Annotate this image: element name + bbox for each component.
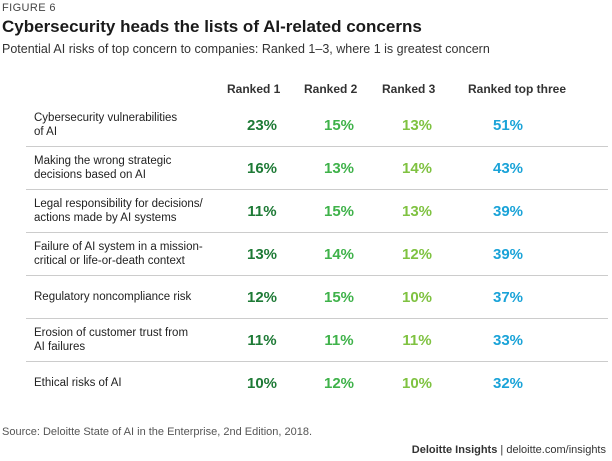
value-ranked-top-three: 33%	[492, 331, 524, 349]
value-ranked-3: 12%	[401, 245, 433, 263]
chart-title: Cybersecurity heads the lists of AI-rela…	[2, 17, 422, 36]
row-label: Legal responsibility for decisions/ acti…	[34, 198, 203, 224]
value-ranked-1: 13%	[246, 245, 278, 263]
table-row: Ethical risks of AI 10% 12% 10% 32%	[26, 361, 608, 404]
value-ranked-3: 11%	[402, 331, 432, 349]
column-header-ranked-top-three: Ranked top three	[468, 82, 567, 96]
value-ranked-3: 10%	[401, 374, 433, 392]
value-ranked-top-three: 32%	[492, 374, 524, 392]
value-ranked-2: 15%	[323, 288, 355, 306]
table-header: Ranked 1 Ranked 2 Ranked 3 Ranked top th…	[26, 74, 608, 104]
row-label: Making the wrong strategic decisions bas…	[34, 155, 172, 181]
table-row: Failure of AI system in a mission- criti…	[26, 232, 608, 275]
table-row: Regulatory noncompliance risk 12% 15% 10% 37…	[26, 275, 608, 318]
value-ranked-2: 11%	[324, 331, 354, 349]
value-ranked-3: 10%	[401, 288, 433, 306]
table-row: Erosion of customer trust from AI failur…	[26, 318, 608, 361]
value-ranked-2: 15%	[323, 202, 355, 220]
value-ranked-top-three: 51%	[492, 116, 524, 134]
source-note: Source: Deloitte State of AI in the Ente…	[2, 426, 313, 438]
value-ranked-1: 11%	[247, 331, 277, 349]
value-ranked-3: 13%	[401, 116, 433, 134]
value-ranked-2: 12%	[323, 374, 355, 392]
value-ranked-1: 16%	[246, 159, 278, 177]
concerns-table: Ranked 1 Ranked 2 Ranked 3 Ranked top th…	[26, 74, 608, 404]
table-body: Cybersecurity vulnerabilities of AI 23% 15…	[26, 104, 608, 404]
credit-brand: Deloitte Insights	[411, 444, 498, 456]
credit-separator: |	[497, 444, 507, 456]
table-row: Making the wrong strategic decisions bas…	[26, 146, 608, 189]
value-ranked-top-three: 37%	[492, 288, 524, 306]
credit-url: deloitte.com/insights	[506, 444, 606, 456]
value-ranked-top-three: 39%	[492, 245, 524, 263]
value-ranked-3: 13%	[401, 202, 433, 220]
figure-label: FIGURE 6	[2, 2, 56, 14]
row-label: Regulatory noncompliance risk	[34, 291, 192, 303]
table-row: Legal responsibility for decisions/ acti…	[26, 189, 608, 232]
row-label: Cybersecurity vulnerabilities of AI	[34, 112, 178, 138]
column-header-ranked-2: Ranked 2	[304, 82, 358, 96]
value-ranked-1: 11%	[247, 202, 277, 220]
value-ranked-top-three: 39%	[492, 202, 524, 220]
value-ranked-2: 14%	[323, 245, 355, 263]
credit-line: Deloitte Insights | deloitte.com/insight…	[412, 444, 606, 456]
row-label: Failure of AI system in a mission- criti…	[34, 241, 203, 267]
table-row: Cybersecurity vulnerabilities of AI 23% 15…	[26, 104, 608, 146]
value-ranked-1: 10%	[246, 374, 278, 392]
value-ranked-1: 12%	[246, 288, 278, 306]
value-ranked-2: 13%	[323, 159, 355, 177]
row-label: Erosion of customer trust from AI failur…	[34, 327, 189, 353]
value-ranked-3: 14%	[401, 159, 433, 177]
value-ranked-1: 23%	[246, 116, 278, 134]
value-ranked-top-three: 43%	[492, 159, 524, 177]
chart-subtitle: Potential AI risks of top concern to com…	[2, 42, 490, 56]
column-header-ranked-3: Ranked 3	[382, 82, 436, 96]
column-header-ranked-1: Ranked 1	[227, 82, 281, 96]
row-label: Ethical risks of AI	[34, 377, 122, 389]
value-ranked-2: 15%	[323, 116, 355, 134]
